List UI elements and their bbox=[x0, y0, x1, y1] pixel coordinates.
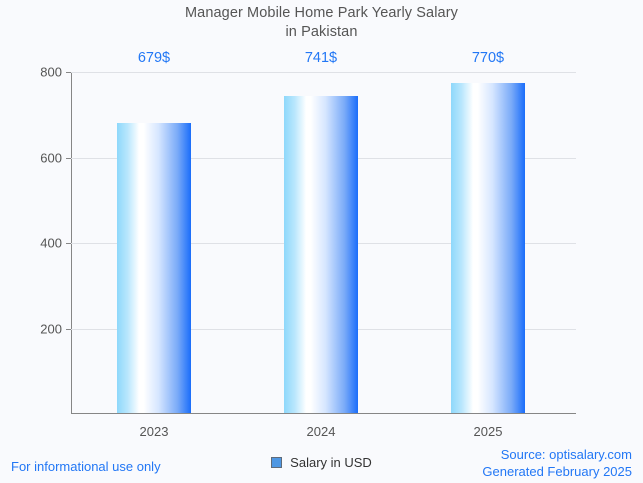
bar-2023[interactable] bbox=[117, 122, 191, 413]
y-tick-label-400: 400 bbox=[40, 235, 62, 251]
y-tick-label-800: 800 bbox=[40, 64, 62, 80]
chart-title-line-1: Manager Mobile Home Park Yearly Salary bbox=[185, 5, 458, 21]
x-tick-label-2025: 2025 bbox=[473, 424, 503, 439]
chart-title-line-2: in Pakistan bbox=[285, 24, 358, 40]
tick-mark bbox=[66, 157, 71, 159]
bar-2025[interactable] bbox=[451, 83, 525, 413]
y-tick-label-200: 200 bbox=[40, 321, 62, 336]
source-line: Source: optisalary.com bbox=[500, 447, 632, 462]
bar-value-label-2024: 741$ bbox=[304, 50, 338, 66]
legend-item-label: Salary in USD bbox=[290, 455, 372, 470]
tick-mark bbox=[66, 72, 71, 73]
bar-2024[interactable] bbox=[284, 95, 358, 413]
plot-area: 800 600 400 200 679$ 741$ 770$ 2023 2024… bbox=[40, 50, 576, 439]
x-tick-label-2024: 2024 bbox=[306, 424, 336, 439]
bar-value-label-2025: 770$ bbox=[471, 50, 505, 66]
chart-legend[interactable]: Salary in USD bbox=[0, 455, 643, 470]
y-tick-label-600: 600 bbox=[40, 150, 62, 165]
legend-swatch-icon bbox=[271, 457, 283, 468]
y-axis-line bbox=[71, 72, 72, 413]
gridline bbox=[71, 72, 576, 73]
y-gridline-800: 800 bbox=[40, 65, 576, 80]
tick-mark bbox=[66, 243, 71, 244]
source-block: Source: optisalary.com Generated Februar… bbox=[482, 446, 632, 480]
tick-mark bbox=[66, 328, 71, 330]
generated-line: Generated February 2025 bbox=[482, 464, 632, 479]
bar-value-label-2023: 679$ bbox=[137, 50, 171, 66]
informational-note: For informational use only bbox=[11, 459, 161, 474]
x-axis-line bbox=[71, 413, 576, 414]
x-tick-label-2023: 2023 bbox=[139, 424, 169, 439]
chart-title: Manager Mobile Home Park Yearly Salary i… bbox=[0, 4, 643, 42]
